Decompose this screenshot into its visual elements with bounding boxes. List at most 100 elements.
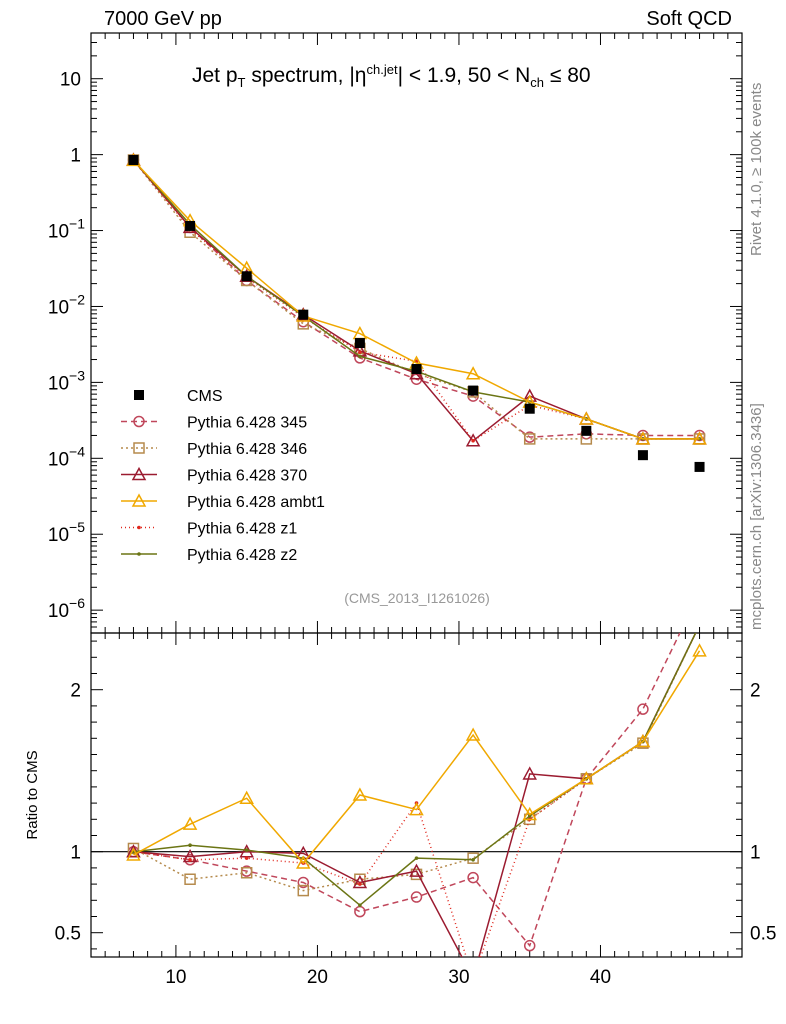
series-0-point — [468, 385, 479, 396]
title-mid2-sub: ch — [530, 75, 545, 91]
legend-label: Pythia 6.428 345 — [187, 415, 307, 432]
series-4-ratio-point — [182, 816, 198, 830]
series-3-point — [465, 433, 481, 447]
legend-label: Pythia 6.428 346 — [187, 441, 307, 458]
series-0-point — [241, 271, 252, 282]
series-2-ratio-line — [133, 633, 697, 892]
series-2-ratio-point — [467, 852, 479, 864]
ratio-panel-frame — [90, 632, 743, 958]
y-tick-label: 10−2 — [48, 291, 85, 318]
title-prefix: Jet p — [192, 64, 238, 87]
series-2-point — [523, 433, 536, 445]
series-4-point — [465, 366, 481, 380]
ratio-y-tick-label-right: 1 — [750, 843, 761, 864]
series-0-point — [637, 450, 648, 461]
series-6-ratio-point — [471, 858, 475, 862]
legend-marker — [133, 442, 145, 454]
legend-label: Pythia 6.428 z1 — [187, 521, 297, 538]
series-3-ratio-point — [352, 874, 368, 889]
y-tick-label: 10−1 — [48, 216, 85, 243]
series-3-ratio-point — [409, 863, 424, 877]
series-5-ratio-point — [358, 882, 362, 886]
ratio-y-tick-label: 2 — [70, 681, 81, 702]
ratio-axis-label: Ratio to CMS — [24, 750, 41, 839]
series-6-point — [358, 354, 362, 359]
series-0-point — [185, 220, 196, 231]
series-4-ratio-point — [692, 643, 707, 657]
header-left: 7000 GeV pp — [104, 8, 222, 30]
series-4-point — [635, 431, 651, 445]
legend-label: Pythia 6.428 370 — [187, 468, 307, 485]
ratio-y-tick-label-right: 2 — [750, 681, 761, 702]
series-1-ratio-line — [133, 633, 681, 948]
legend-label: Pythia 6.428 z2 — [187, 547, 297, 564]
title-suffix: ≤ 80 — [544, 64, 591, 87]
series-3-ratio-point — [522, 766, 537, 780]
series-4-ratio-point — [126, 847, 141, 861]
y-tick-label: 10 — [60, 70, 81, 91]
plot-title: Jet pT spectrum, |ηch.jet| < 1.9, 50 < N… — [192, 62, 591, 90]
series-4-ratio-point — [522, 806, 537, 821]
series-6-ratio-line — [133, 633, 697, 907]
series-1-ratio-point — [410, 891, 423, 903]
y-tick-label: 1 — [70, 146, 81, 167]
series-0-point — [581, 425, 592, 436]
series-0-point — [128, 154, 139, 165]
series-6-ratio-point — [358, 903, 362, 907]
series-4-point — [692, 431, 707, 445]
series-0-point — [354, 338, 365, 349]
title-mid2: | < 1.9, 50 < N — [397, 64, 531, 87]
series-6-ratio-point — [188, 843, 192, 848]
series-6-ratio-point — [698, 623, 702, 627]
legend-marker — [137, 525, 141, 530]
series-4-ratio-line — [133, 650, 701, 865]
x-tick-label: 30 — [448, 967, 469, 988]
series-5-point — [358, 350, 362, 354]
ratio-y-tick-label-right: 0.5 — [750, 924, 776, 945]
series-4-line — [132, 159, 700, 440]
series-0-point — [694, 461, 705, 472]
series-4-ratio-point — [579, 771, 594, 785]
legend-marker — [131, 466, 147, 481]
legend-label: Pythia 6.428 ambt1 — [187, 494, 325, 511]
series-6-ratio-point — [527, 814, 532, 818]
series-4-ratio-point — [465, 727, 481, 741]
series-1-ratio-point — [297, 876, 310, 889]
ratio-y-tick-label: 1 — [70, 843, 81, 864]
title-prefix-sub: T — [237, 75, 246, 91]
series-6-ratio-point — [244, 848, 249, 852]
title-mid-sup: ch.jet — [366, 62, 398, 77]
x-tick-label: 10 — [165, 967, 186, 988]
header-right: Soft QCD — [646, 8, 732, 30]
series-2-ratio-point — [240, 867, 253, 879]
title-mid: spectrum, |η — [245, 64, 367, 87]
series-4-ratio-point — [296, 855, 311, 869]
y-tick-label: 10−5 — [48, 519, 85, 546]
series-0-point — [411, 364, 422, 375]
series-4-point — [579, 411, 594, 425]
series-2-ratio-point — [297, 884, 310, 897]
ratio-series-group — [126, 588, 707, 957]
series-4-ratio-point — [635, 733, 651, 748]
series-4-ratio-point — [352, 787, 368, 801]
main-series-group — [126, 152, 707, 472]
series-1-ratio-point — [467, 871, 479, 884]
side-label-rivet: Rivet 4.1.0, ≥ 100k events — [748, 82, 765, 256]
legend-marker — [137, 552, 141, 556]
y-tick-label: 10−6 — [48, 595, 85, 622]
main-panel-frame — [90, 32, 743, 634]
series-1-ratio-point — [354, 905, 366, 918]
series-6-ratio-point — [414, 856, 419, 860]
side-label-mcplots: mcplots.cern.ch [arXiv:1306.3436] — [748, 403, 765, 630]
x-tick-label: 20 — [307, 967, 328, 988]
series-1-ratio-point — [637, 703, 649, 715]
x-tick-label: 40 — [590, 967, 611, 988]
series-5-ratio-point — [188, 858, 192, 862]
ratio-y-tick-label: 0.5 — [55, 924, 81, 945]
series-2-ratio-point — [184, 873, 196, 885]
series-1-ratio-point — [695, 588, 705, 598]
series-1-ratio-point — [523, 939, 536, 952]
series-0-point — [524, 403, 535, 414]
y-tick-label: 10−4 — [48, 443, 85, 470]
